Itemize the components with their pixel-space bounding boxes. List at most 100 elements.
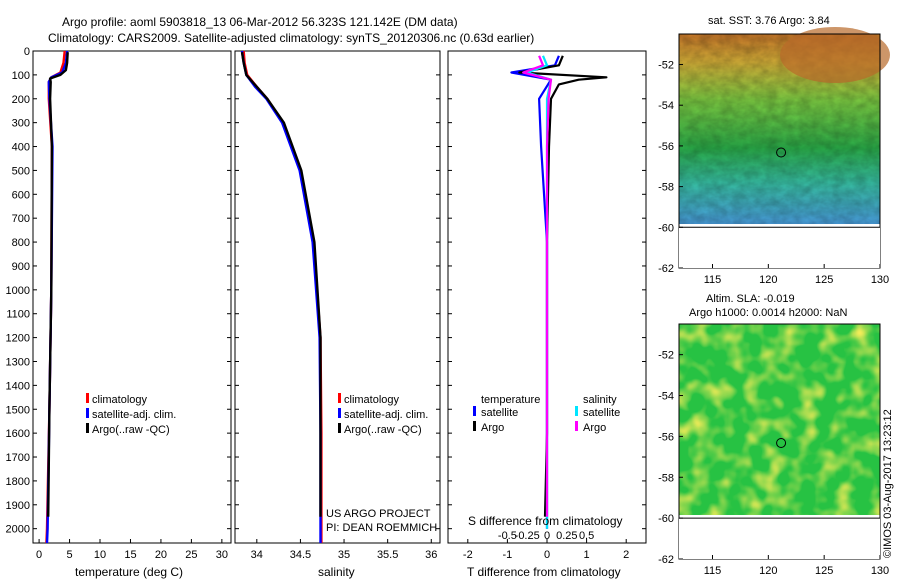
salinity-xlabel: salinity (318, 565, 355, 579)
y-tick-label: 700 (12, 213, 30, 225)
y-tick-label: 800 (12, 237, 30, 249)
map-x-tick-label: 125 (815, 565, 833, 577)
legend-label-sal-argo: Argo (583, 422, 606, 434)
float-position-marker (776, 147, 787, 158)
y-tick-label: 1200 (6, 333, 30, 345)
x-tick-label: 1 (584, 549, 590, 561)
map-y-tick-label: -60 (658, 222, 674, 234)
map-y-tick-label: -52 (658, 350, 674, 362)
x-tick-label: 30 (216, 549, 228, 561)
map-y-tick-label: -60 (658, 513, 674, 525)
y-tick-label: 1600 (6, 428, 30, 440)
x-tick-label: 2 (623, 549, 629, 561)
y-tick-label: 0 (24, 46, 30, 58)
y-tick-label: 1800 (6, 476, 30, 488)
float-position-marker (776, 437, 787, 448)
legend-heading-salinity: salinity (583, 394, 617, 406)
project-annotation: US ARGO PROJECT (326, 508, 431, 520)
sla-map-axes: -52 -54 -56 -58 -60 -62 115 120 125 130 (658, 350, 889, 577)
y-tick-label: 900 (12, 261, 30, 273)
map-y-tick-label: -62 (658, 554, 674, 566)
difference-top-label: S difference from climatology (468, 514, 623, 528)
x-tick-label: 15 (124, 549, 136, 561)
map-x-tick-label: 120 (759, 565, 777, 577)
y-tick-label: 1400 (6, 380, 30, 392)
map-x-tick-label: 120 (759, 274, 777, 286)
sla-map-texture (679, 324, 880, 515)
series-line (47, 52, 69, 517)
legend-swatch-argo (338, 423, 341, 433)
legend-swatch-satellite (338, 408, 341, 418)
map-y-tick-label: -62 (658, 263, 674, 275)
legend-swatch-temp-argo (473, 421, 476, 431)
pi-annotation: PI: DEAN ROEMMICH (326, 522, 437, 534)
salinity-legend: climatology satellite-adj. clim. Argo(..… (338, 393, 428, 436)
y-tick-label: 2000 (6, 524, 30, 536)
y-tick-label: 400 (12, 142, 30, 154)
map-y-tick-label: -58 (658, 182, 674, 194)
y-tick-label: 1000 (6, 285, 30, 297)
x-tick-label: 34.5 (290, 549, 311, 561)
temperature-plot: 0100200300400500600700800900100011001200… (6, 46, 231, 561)
legend-label-climatology: climatology (344, 394, 400, 406)
x-tick-label: 25 (185, 549, 197, 561)
map-nodata-band (679, 518, 880, 559)
y-tick-label: 1700 (6, 452, 30, 464)
temperature-legend: climatology satellite-adj. clim. Argo(..… (86, 393, 176, 436)
temperature-axes (32, 50, 232, 544)
series-line (522, 55, 553, 517)
legend-label-satellite: satellite-adj. clim. (92, 409, 176, 421)
s-tick-label: 0.25 (556, 530, 577, 542)
sla-map-subtitle: Argo h1000: 0.0014 h2000: NaN (689, 307, 847, 319)
x-tick-label: -2 (463, 549, 473, 561)
map-x-tick-label: 115 (704, 274, 722, 286)
legend-label-sal-satellite: satellite (583, 407, 620, 419)
legend-label-satellite: satellite-adj. clim. (344, 409, 428, 421)
y-tick-label: 100 (12, 70, 30, 82)
series-line (518, 55, 608, 517)
salinity-axes (234, 50, 441, 544)
y-tick-label: 1500 (6, 404, 30, 416)
header-line2: Climatology: CARS2009. Satellite-adjuste… (48, 31, 534, 45)
x-tick-label: 20 (155, 549, 167, 561)
x-tick-label: 36 (425, 549, 437, 561)
map-y-tick-label: -54 (658, 391, 674, 403)
legend-swatch-climatology (338, 393, 341, 403)
sst-map: -52 -54 -56 -58 -60 -62 115 120 125 130 (658, 27, 890, 286)
legend-swatch-sal-satellite (575, 406, 578, 416)
y-tick-label: 1900 (6, 500, 30, 512)
salinity-plot: 34 34.5 35 35.5 36 (235, 50, 440, 561)
x-tick-label: 35.5 (377, 549, 398, 561)
difference-plot: -2 -1 0 1 2 -0.5-0.25 0 0.25 0.5 (448, 50, 646, 561)
series-line (240, 52, 322, 517)
map-x-tick-label: 115 (704, 565, 722, 577)
map-y-tick-label: -58 (658, 472, 674, 484)
legend-swatch-satellite (86, 408, 89, 418)
s-tick-label: 0 (544, 530, 550, 542)
sla-map: -52 -54 -56 -58 -60 -62 115 120 125 130 (658, 323, 889, 577)
map-y-tick-label: -52 (658, 60, 674, 72)
legend-swatch-climatology (86, 393, 89, 403)
map-x-tick-label: 125 (815, 274, 833, 286)
y-tick-label: 200 (12, 94, 30, 106)
sst-map-title: sat. SST: 3.76 Argo: 3.84 (708, 15, 830, 27)
x-tick-label: 5 (66, 549, 72, 561)
y-tick-label: 1100 (6, 309, 30, 321)
map-y-tick-label: -56 (658, 431, 674, 443)
sst-warm-patch (780, 27, 890, 83)
map-x-tick-label: 130 (871, 565, 889, 577)
temperature-xlabel: temperature (deg C) (75, 565, 183, 579)
x-tick-label: 35 (338, 549, 350, 561)
legend-label-climatology: climatology (92, 394, 148, 406)
map-y-tick-label: -56 (658, 141, 674, 153)
legend-label-argo: Argo(..raw -QC) (344, 424, 422, 436)
difference-xlabel: T difference from climatology (467, 565, 621, 579)
legend-swatch-temp-satellite (473, 406, 476, 416)
x-tick-label: 34 (251, 549, 263, 561)
legend-label-argo: Argo(..raw -QC) (92, 424, 170, 436)
y-tick-label: 600 (12, 189, 30, 201)
legend-heading-temperature: temperature (481, 394, 540, 406)
series-line (240, 50, 322, 543)
map-y-tick-label: -54 (658, 100, 674, 112)
